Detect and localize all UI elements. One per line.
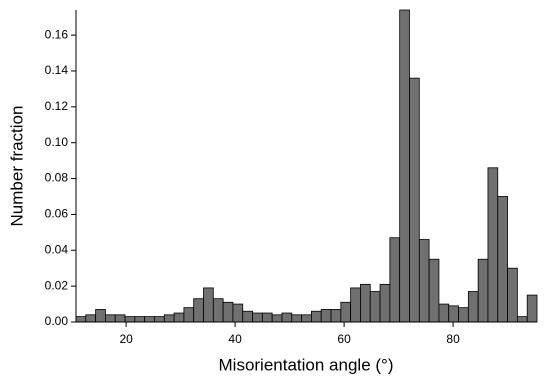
bar: [271, 314, 283, 323]
bar: [114, 314, 126, 323]
y-tick-label: 0.14: [45, 63, 69, 77]
bar: [242, 310, 253, 323]
y-tick-label: 0.12: [45, 99, 69, 113]
bar: [281, 312, 293, 323]
bar: [340, 301, 352, 323]
bar: [311, 310, 322, 323]
bar: [252, 312, 263, 323]
bar: [105, 314, 116, 323]
bar: [487, 167, 499, 323]
bar: [379, 283, 391, 323]
x-tick-label: 60: [337, 332, 351, 346]
y-tick-label: 0.00: [45, 314, 69, 328]
bar: [369, 291, 381, 323]
bar: [222, 301, 234, 323]
bar: [477, 258, 489, 323]
bar: [320, 309, 332, 323]
bar: [350, 287, 361, 323]
y-tick-label: 0.02: [45, 278, 69, 292]
bar: [183, 307, 195, 323]
bar: [360, 283, 371, 323]
y-tick-label: 0.16: [45, 27, 69, 41]
bar: [75, 316, 87, 323]
bar: [163, 314, 175, 323]
x-tick-label: 40: [228, 332, 242, 346]
bar: [212, 298, 224, 323]
bar: [458, 307, 469, 323]
bar: [193, 298, 204, 323]
bar: [173, 312, 185, 323]
y-tick-label: 0.10: [45, 135, 69, 149]
bar: [154, 316, 165, 323]
bar: [526, 294, 538, 323]
bar: [389, 237, 401, 323]
bar: [399, 9, 410, 323]
bar: [134, 316, 146, 323]
bar: [203, 287, 214, 323]
x-tick-label: 80: [446, 332, 460, 346]
bar: [232, 303, 244, 323]
y-axis-title: Number fraction: [7, 106, 26, 227]
y-tick-label: 0.06: [45, 207, 69, 221]
bar: [418, 239, 430, 323]
bar: [438, 303, 450, 323]
y-tick-label: 0.04: [45, 242, 69, 256]
bar: [85, 314, 97, 323]
x-axis-title: Misorientation angle (°): [219, 355, 394, 374]
bar: [330, 309, 342, 323]
bar: [448, 305, 459, 323]
bar: [516, 316, 528, 323]
bar: [428, 258, 440, 323]
bar: [507, 267, 518, 323]
bar: [301, 314, 312, 323]
bar: [467, 291, 479, 323]
bar: [291, 314, 302, 323]
bar: [261, 312, 273, 323]
bar: [124, 316, 136, 323]
bar: [95, 309, 106, 323]
x-tick-label: 20: [119, 332, 133, 346]
bar: [144, 316, 155, 323]
bar: [497, 196, 508, 323]
y-tick-label: 0.08: [45, 171, 69, 185]
bar: [409, 77, 420, 323]
